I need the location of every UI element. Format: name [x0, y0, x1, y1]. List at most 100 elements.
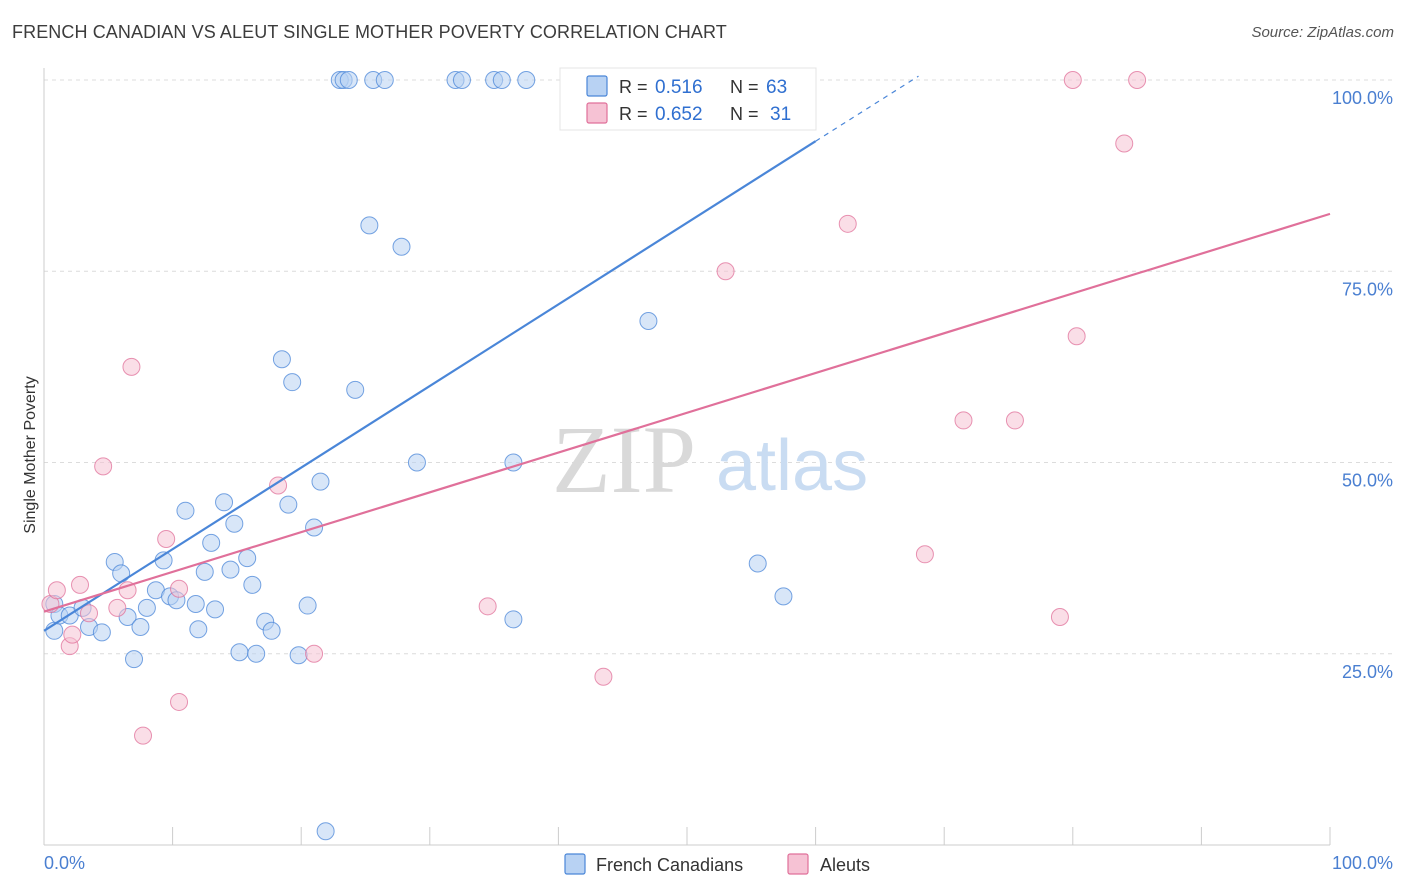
legend-r-value-2: 0.652 — [655, 104, 703, 125]
point-aleuts — [1063, 71, 1082, 89]
point-french-canadians — [311, 472, 330, 491]
point-french-canadians — [517, 71, 536, 89]
point-french-canadians — [452, 71, 471, 89]
point-french-canadians — [492, 71, 511, 89]
legend: R = 0.516 N = 63 R = 0.652 N = 31 — [559, 67, 817, 131]
point-aleuts — [1050, 608, 1069, 627]
point-aleuts — [47, 581, 66, 600]
chart-title: FRENCH CANADIAN VS ALEUT SINGLE MOTHER P… — [12, 22, 727, 42]
point-french-canadians — [189, 620, 208, 639]
point-french-canadians — [774, 587, 793, 606]
point-french-canadians — [92, 623, 111, 642]
point-french-canadians — [639, 311, 658, 330]
point-aleuts — [71, 575, 90, 594]
trendline-french-canadians — [43, 140, 817, 632]
trendline-french-canadians-extension — [815, 75, 919, 142]
point-french-canadians — [131, 617, 150, 636]
x-tick-label: 0.0% — [44, 853, 85, 873]
point-aleuts — [134, 726, 153, 745]
y-tick-label: 75.0% — [1342, 279, 1393, 299]
legend-r-value-1: 0.516 — [655, 77, 703, 98]
point-french-canadians — [360, 216, 379, 235]
point-french-canadians — [316, 822, 335, 841]
gridlines — [44, 79, 1395, 655]
point-french-canadians — [504, 610, 523, 629]
point-french-canadians — [125, 650, 144, 669]
trendline-aleuts — [43, 212, 1331, 613]
watermark-atlas: atlas — [716, 426, 868, 506]
point-french-canadians — [230, 643, 249, 662]
series-swatch-aleuts — [787, 853, 809, 875]
point-french-canadians — [176, 501, 195, 520]
point-french-canadians — [407, 453, 426, 472]
point-french-canadians — [375, 71, 394, 89]
source-label: Source: ZipAtlas.com — [1251, 24, 1394, 41]
legend-swatch-pink — [586, 102, 608, 124]
watermark: ZIP atlas — [552, 406, 868, 513]
point-aleuts — [108, 598, 127, 617]
point-french-canadians — [238, 549, 257, 568]
point-french-canadians — [202, 533, 221, 552]
point-french-canadians — [283, 373, 302, 392]
trendlines — [43, 75, 1331, 632]
point-french-canadians — [137, 598, 156, 617]
point-aleuts — [63, 625, 82, 644]
series-legend: French Canadians Aleuts — [564, 853, 870, 875]
point-french-canadians — [243, 575, 262, 594]
point-french-canadians — [346, 380, 365, 399]
point-aleuts — [1067, 327, 1086, 346]
legend-r-label-1: R = — [619, 77, 648, 97]
legend-n-value-2: 31 — [770, 104, 791, 125]
point-french-canadians — [112, 564, 131, 583]
legend-n-value-1: 63 — [766, 77, 787, 98]
point-french-canadians — [262, 621, 281, 640]
point-french-canadians — [206, 600, 225, 619]
legend-n-label-1: N = — [730, 77, 759, 97]
point-aleuts — [716, 262, 735, 281]
point-aleuts — [170, 692, 189, 711]
point-french-canadians — [392, 237, 411, 256]
point-aleuts — [1115, 134, 1134, 153]
point-aleuts — [478, 597, 497, 616]
point-french-canadians — [298, 596, 317, 615]
y-axis-title: Single Mother Poverty — [22, 376, 39, 533]
y-tick-label: 50.0% — [1342, 471, 1393, 491]
point-aleuts — [170, 579, 189, 598]
watermark-zip: ZIP — [552, 406, 696, 513]
point-aleuts — [94, 457, 113, 476]
point-aleuts — [269, 476, 288, 495]
point-aleuts — [954, 411, 973, 430]
point-aleuts — [122, 357, 141, 376]
x-tick-labels: 0.0% 100.0% — [44, 853, 1393, 873]
point-french-canadians — [195, 562, 214, 581]
x-tick-label: 100.0% — [1332, 853, 1393, 873]
point-aleuts — [838, 214, 857, 233]
point-french-canadians — [279, 495, 298, 514]
point-aleuts — [305, 644, 324, 663]
point-aleuts — [80, 604, 99, 623]
point-french-canadians — [748, 554, 767, 573]
point-french-canadians — [221, 560, 240, 579]
point-aleuts — [157, 530, 176, 548]
point-aleuts — [1128, 71, 1147, 89]
legend-swatch-blue — [586, 75, 608, 97]
point-french-canadians — [339, 71, 358, 89]
point-french-canadians — [186, 595, 205, 614]
y-tick-labels: 25.0% 50.0% 75.0% 100.0% — [1332, 88, 1393, 682]
point-french-canadians — [215, 493, 234, 512]
point-aleuts — [1005, 411, 1024, 430]
point-aleuts — [594, 667, 613, 686]
point-french-canadians — [225, 514, 244, 533]
series-label-french-canadians: French Canadians — [596, 855, 743, 875]
point-french-canadians — [289, 646, 308, 665]
axes — [43, 68, 1331, 846]
series-swatch-french-canadians — [564, 853, 586, 875]
y-tick-label: 100.0% — [1332, 88, 1393, 108]
y-tick-label: 25.0% — [1342, 662, 1393, 682]
legend-r-label-2: R = — [619, 104, 648, 124]
series-label-aleuts: Aleuts — [820, 855, 870, 875]
legend-n-label-2: N = — [730, 104, 759, 124]
point-aleuts — [915, 545, 934, 564]
point-french-canadians — [272, 350, 291, 369]
